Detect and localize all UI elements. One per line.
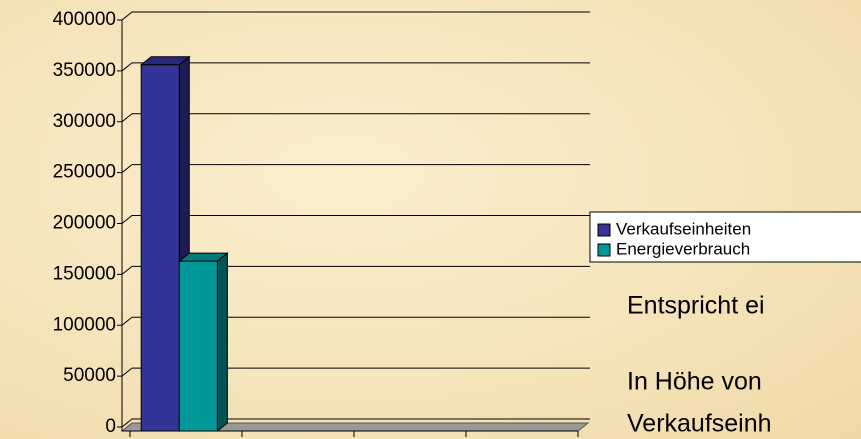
bar [140,64,180,432]
bar [178,260,218,432]
legend [589,211,861,263]
y-tick-label: 100000 [53,314,116,335]
grid-line [121,62,590,72]
grid-line [121,11,590,21]
grid-line [121,265,590,275]
annotation: Entspricht ei [627,292,765,320]
y-tick-label: 0 [105,416,116,437]
y-tick-label: 50000 [63,365,116,386]
annotation: In Höhe von [627,368,762,396]
plot: 0 50000 100000 150000 200000 250000 300000 3500… [53,9,590,437]
y-tick-label: 250000 [53,162,116,183]
y-tick-label: 150000 [53,263,116,284]
grid-line [121,164,590,174]
bar-side [216,252,228,433]
legend-box [589,211,861,263]
y-tick-label: 400000 [53,9,116,30]
legend-label: Verkaufseinheiten [616,219,751,238]
y-tick-label: 200000 [53,213,116,234]
grid-line [121,316,590,326]
grid-line [121,215,590,224]
y-tick-label: 350000 [53,60,116,81]
grid-line [121,367,590,377]
grid-line [121,113,590,123]
legend-swatch [597,223,611,237]
annotation: Verkaufseinh [627,410,772,438]
grid-line [121,418,590,428]
legend-swatch [597,243,611,257]
legend-label: Energieverbrauch [616,239,750,258]
y-tick-label: 300000 [53,111,116,132]
